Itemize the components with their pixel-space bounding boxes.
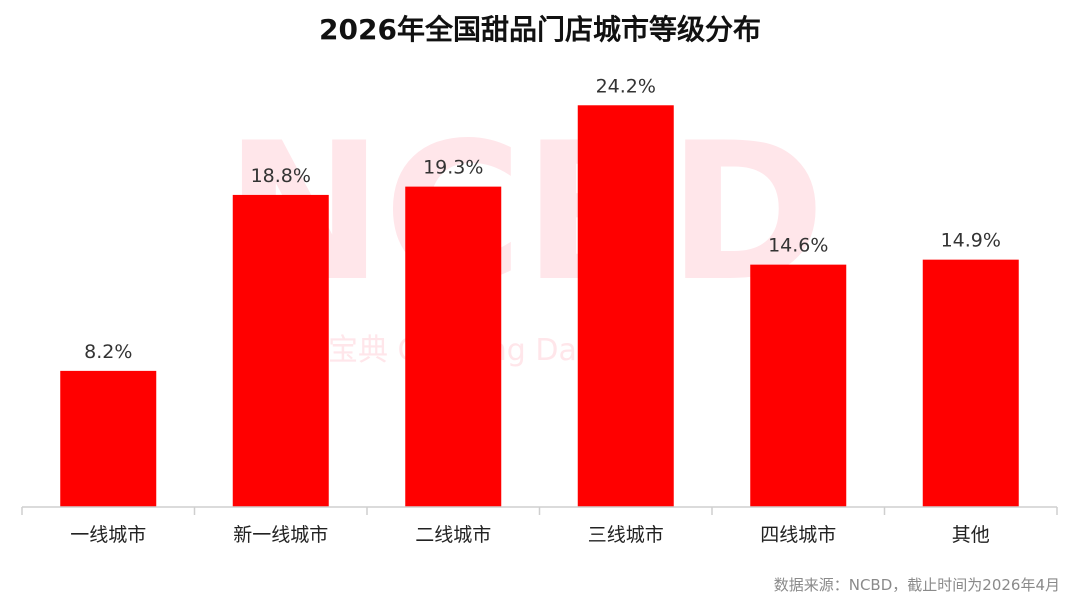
category-label-2: 新一线城市 bbox=[233, 524, 328, 546]
value-labels-group: 8.2% 18.8% 19.3% 24.2% 14.6% 14.9% bbox=[84, 75, 1001, 363]
value-label-4: 24.2% bbox=[596, 75, 656, 97]
value-label-1: 8.2% bbox=[84, 341, 132, 363]
bar-5 bbox=[750, 264, 847, 507]
source-note: 数据来源：NCBD，截止时间为2026年4月 bbox=[773, 576, 1060, 594]
bars-group bbox=[60, 105, 1019, 508]
chart-title: 2026年全国甜品门店城市等级分布 bbox=[319, 13, 761, 46]
category-label-4: 三线城市 bbox=[588, 524, 664, 546]
bar-6 bbox=[922, 259, 1019, 507]
value-label-5: 14.6% bbox=[768, 235, 828, 257]
category-labels-group: 一线城市 新一线城市 二线城市 三线城市 四线城市 其他 bbox=[70, 524, 990, 546]
category-label-6: 其他 bbox=[952, 524, 990, 546]
bar-1 bbox=[60, 370, 157, 507]
category-label-3: 二线城市 bbox=[415, 524, 491, 546]
value-label-2: 18.8% bbox=[251, 165, 311, 187]
value-label-6: 14.9% bbox=[941, 230, 1001, 252]
bar-3 bbox=[405, 186, 502, 507]
x-axis-ticks bbox=[21, 507, 1058, 515]
value-label-3: 19.3% bbox=[423, 157, 483, 179]
category-label-1: 一线城市 bbox=[70, 524, 146, 546]
bar-2 bbox=[232, 194, 329, 508]
category-label-5: 四线城市 bbox=[760, 524, 836, 546]
bar-4 bbox=[577, 105, 674, 507]
